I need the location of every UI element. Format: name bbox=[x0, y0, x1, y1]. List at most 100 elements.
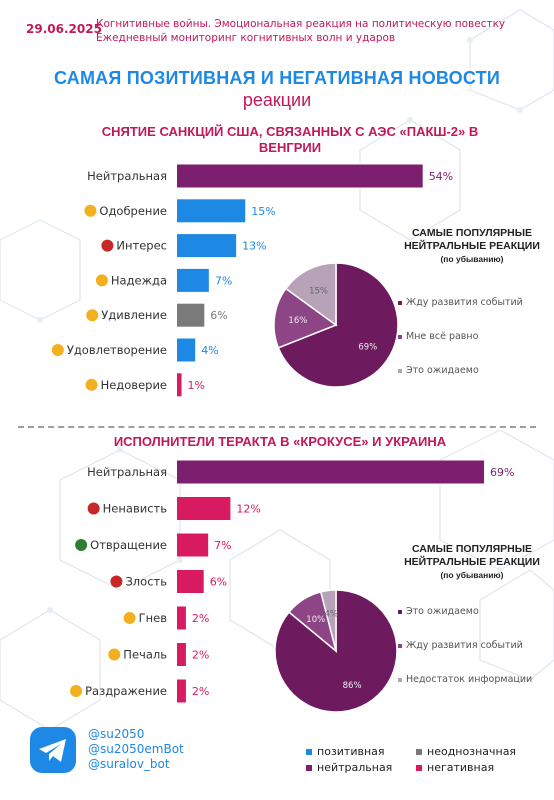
pie-value-label: 15% bbox=[309, 287, 328, 297]
legend-ambiguous: неоднозначная bbox=[416, 745, 516, 758]
legend-swatch bbox=[398, 609, 402, 614]
legend-swatch bbox=[398, 677, 402, 682]
bar bbox=[177, 268, 209, 292]
legend-swatch bbox=[398, 334, 402, 339]
bar bbox=[177, 679, 186, 703]
value-label: 2% bbox=[192, 612, 209, 625]
header-subtitle-2: Ежедневный мониторинг когнитивных волн и… bbox=[96, 32, 396, 44]
bar bbox=[177, 303, 205, 327]
value-label: 6% bbox=[210, 576, 227, 589]
value-label: 6% bbox=[210, 309, 227, 322]
category-label: Злость bbox=[125, 575, 167, 589]
section-divider bbox=[18, 426, 536, 428]
value-label: 54% bbox=[429, 170, 453, 183]
value-label: 13% bbox=[242, 240, 266, 253]
category-label: Ненависть bbox=[103, 502, 168, 516]
value-label: 7% bbox=[215, 274, 232, 287]
praying-hands-icon bbox=[95, 274, 108, 287]
pie-value-label: 4% bbox=[325, 609, 339, 619]
category-label: Нейтральная bbox=[87, 169, 167, 183]
bar bbox=[177, 643, 186, 666]
pie-slice bbox=[277, 262, 399, 388]
legend-swatch bbox=[398, 300, 402, 305]
pie-legend-label: Мне всё равно bbox=[406, 331, 479, 342]
legend-neutral: нейтральная bbox=[306, 761, 392, 774]
bar bbox=[177, 164, 423, 188]
interrobang-icon bbox=[101, 239, 114, 252]
pie-legend-item: Недостаток информации bbox=[398, 674, 532, 685]
pie-legend-label: Жду развития событий bbox=[406, 297, 523, 308]
pie-title-sanctions: САМЫЕ ПОПУЛЯРНЫЕ НЕЙТРАЛЬНЫЕ РЕАКЦИИ (по… bbox=[382, 227, 554, 266]
header-subtitle-1: Когнитивные войны. Эмоциональная реакция… bbox=[96, 18, 506, 30]
page-title: САМАЯ ПОЗИТИВНАЯ И НЕГАТИВНАЯ НОВОСТИ bbox=[54, 68, 500, 88]
hatred-face-icon bbox=[87, 502, 100, 515]
legend-swatch bbox=[398, 643, 402, 648]
angry-face-icon bbox=[110, 575, 123, 588]
satisfied-face-icon bbox=[51, 344, 64, 356]
handle-link[interactable]: @suralov_bot bbox=[88, 757, 170, 771]
category-label: Гнев bbox=[139, 611, 168, 625]
bar bbox=[177, 533, 209, 557]
pie-legend-item: Жду развития событий bbox=[398, 297, 523, 308]
category-label: Интерес bbox=[116, 239, 167, 253]
pie-legend-label: Жду развития событий bbox=[406, 640, 523, 651]
pie-value-label: 16% bbox=[288, 316, 307, 326]
value-label: 2% bbox=[192, 649, 209, 662]
legend-negative: негативная bbox=[416, 761, 494, 774]
value-label: 2% bbox=[192, 685, 209, 698]
pie-legend-item: Это ожидаемо bbox=[398, 606, 479, 617]
report-date: 29.06.2025 bbox=[26, 22, 102, 36]
pie-slice bbox=[284, 262, 337, 327]
bar bbox=[177, 373, 182, 397]
distrust-face-icon bbox=[85, 378, 98, 391]
pie-title-text: САМЫЕ ПОПУЛЯРНЫЕ НЕЙТРАЛЬНЫЕ РЕАКЦИИ bbox=[404, 543, 540, 568]
pie-legend-item: Это ожидаемо bbox=[398, 365, 479, 376]
category-label: Печаль bbox=[123, 648, 167, 662]
pie-subtitle-text: (по убыванию) bbox=[440, 254, 504, 264]
section-title-crocus: ИСПОЛНИТЕЛИ ТЕРАКТА В «КРОКУСЕ» И УКРАИН… bbox=[113, 434, 447, 449]
category-label: Удивление bbox=[101, 308, 167, 322]
surprised-face-icon bbox=[86, 309, 99, 322]
category-label: Надежда bbox=[111, 273, 167, 287]
value-label: 69% bbox=[490, 466, 514, 479]
bar bbox=[177, 199, 246, 223]
category-label: Удовлетворение bbox=[67, 343, 167, 357]
pie-value-label: 86% bbox=[343, 681, 362, 691]
pie-title-text: САМЫЕ ПОПУЛЯРНЫЕ НЕЙТРАЛЬНЫЕ РЕАКЦИИ bbox=[404, 227, 540, 252]
pie-legend-item: Жду развития событий bbox=[398, 640, 523, 651]
category-label: Отвращение bbox=[90, 538, 167, 552]
pie-value-label: 10% bbox=[306, 615, 325, 625]
value-label: 1% bbox=[188, 379, 205, 392]
value-label: 12% bbox=[236, 503, 260, 516]
value-label: 15% bbox=[251, 205, 275, 218]
pie-slice bbox=[319, 589, 337, 652]
pie-legend-label: Это ожидаемо bbox=[406, 606, 479, 617]
pie-legend-item: Мне всё равно bbox=[398, 331, 478, 342]
handle-link[interactable]: @su2050 bbox=[88, 727, 145, 741]
section-title-sanctions: СНЯТИЕ САНКЦИЙ США, СВЯЗАННЫХ С АЭС «ПАК… bbox=[101, 124, 479, 155]
sad-face-icon bbox=[108, 648, 121, 661]
pie-title-crocus: САМЫЕ ПОПУЛЯРНЫЕ НЕЙТРАЛЬНЫЕ РЕАКЦИИ (по… bbox=[382, 543, 554, 582]
handle-link[interactable]: @su2050emBot bbox=[88, 742, 184, 756]
category-label: Нейтральная bbox=[87, 465, 167, 479]
category-label: Раздражение bbox=[85, 684, 167, 698]
pie-legend-label: Это ожидаемо bbox=[406, 365, 479, 376]
pie-value-label: 69% bbox=[358, 343, 377, 353]
pie-slice bbox=[273, 287, 338, 349]
value-label: 7% bbox=[214, 539, 231, 552]
telegram-icon[interactable] bbox=[30, 727, 76, 773]
annoyed-face-icon bbox=[70, 685, 83, 697]
bar bbox=[177, 570, 204, 593]
bar bbox=[177, 460, 485, 484]
legend-swatch bbox=[398, 368, 402, 373]
value-label: 4% bbox=[201, 344, 218, 357]
category-label: Недоверие bbox=[101, 378, 167, 392]
bar bbox=[177, 606, 186, 630]
pie-legend-label: Недостаток информации bbox=[406, 674, 533, 685]
category-label: Одобрение bbox=[99, 204, 167, 218]
bar bbox=[177, 338, 196, 362]
hugging-face-icon bbox=[84, 204, 97, 217]
page-subtitle: реакции bbox=[242, 90, 312, 110]
pie-subtitle-text: (по убыванию) bbox=[440, 570, 504, 580]
